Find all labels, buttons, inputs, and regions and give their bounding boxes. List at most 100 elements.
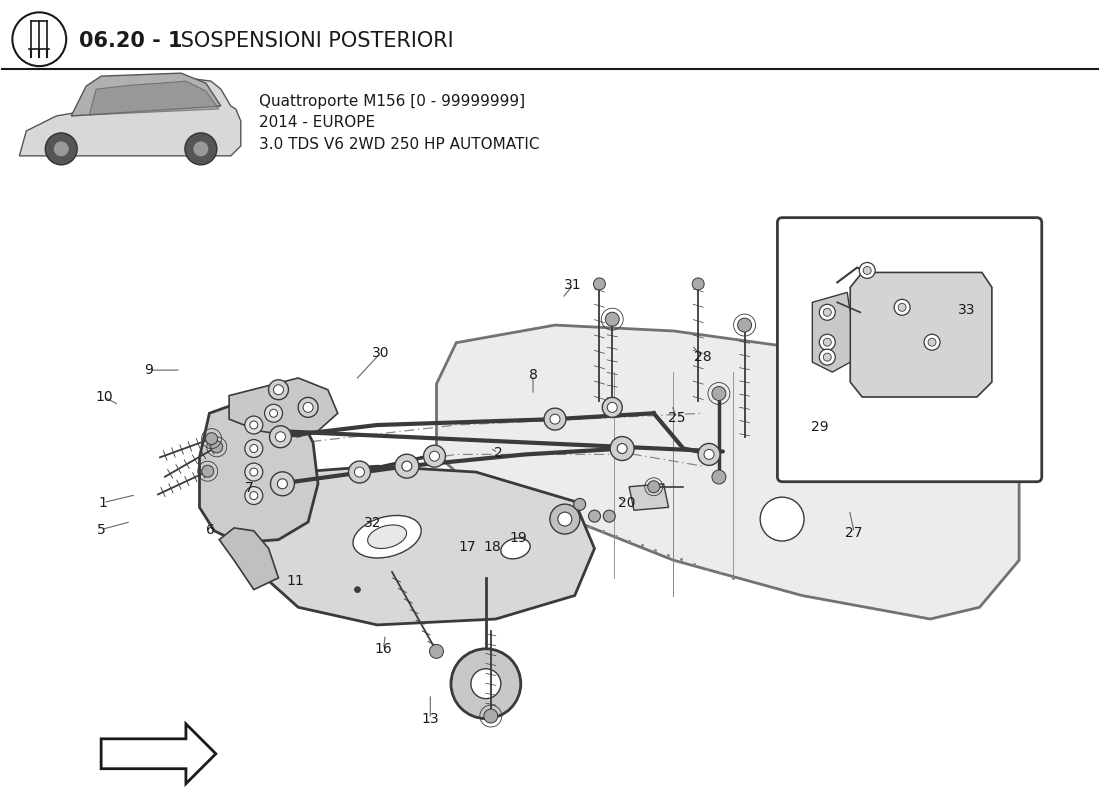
Circle shape (607, 402, 617, 412)
Polygon shape (437, 325, 1019, 619)
Circle shape (859, 262, 876, 278)
Circle shape (471, 669, 501, 698)
Circle shape (712, 386, 726, 401)
Circle shape (206, 433, 218, 445)
Circle shape (610, 437, 634, 461)
Circle shape (265, 404, 283, 422)
Circle shape (185, 133, 217, 165)
Text: 19: 19 (509, 530, 527, 545)
Circle shape (928, 338, 936, 346)
Polygon shape (229, 466, 594, 625)
Circle shape (864, 266, 871, 274)
Circle shape (429, 644, 443, 658)
Circle shape (760, 497, 804, 541)
Circle shape (250, 445, 257, 453)
Text: 1: 1 (99, 496, 108, 510)
Polygon shape (101, 724, 216, 784)
Ellipse shape (500, 538, 530, 559)
FancyBboxPatch shape (778, 218, 1042, 482)
Circle shape (898, 303, 906, 311)
Text: 10: 10 (96, 390, 113, 404)
Circle shape (593, 278, 605, 290)
Text: 18: 18 (483, 541, 500, 554)
Circle shape (298, 398, 318, 418)
Text: 16: 16 (374, 642, 393, 656)
Text: 11: 11 (287, 574, 305, 588)
Text: 9: 9 (144, 363, 154, 377)
Circle shape (544, 408, 566, 430)
Circle shape (192, 141, 209, 157)
Circle shape (820, 304, 835, 320)
Circle shape (53, 141, 69, 157)
Text: 30: 30 (372, 346, 389, 360)
Circle shape (274, 385, 284, 394)
Polygon shape (199, 396, 318, 542)
Polygon shape (20, 79, 241, 156)
Circle shape (429, 451, 440, 461)
Text: 17: 17 (459, 541, 476, 554)
Circle shape (451, 649, 520, 718)
Circle shape (250, 421, 257, 429)
Circle shape (245, 439, 263, 458)
Ellipse shape (353, 515, 421, 558)
Circle shape (692, 278, 704, 290)
Text: 31: 31 (564, 278, 582, 292)
Text: 32: 32 (364, 515, 382, 530)
Text: 27: 27 (846, 526, 864, 539)
Circle shape (823, 353, 832, 361)
Polygon shape (629, 484, 669, 510)
Circle shape (712, 470, 726, 484)
Circle shape (424, 446, 446, 467)
Text: 20: 20 (618, 496, 636, 510)
Circle shape (354, 467, 364, 477)
Text: SOSPENSIONI POSTERIORI: SOSPENSIONI POSTERIORI (174, 31, 453, 51)
Circle shape (395, 454, 419, 478)
Circle shape (820, 349, 835, 365)
Circle shape (275, 432, 285, 442)
Circle shape (823, 308, 832, 316)
Circle shape (268, 380, 288, 400)
Circle shape (250, 468, 257, 476)
Circle shape (550, 414, 560, 424)
Circle shape (588, 510, 601, 522)
Circle shape (45, 133, 77, 165)
Circle shape (550, 504, 580, 534)
Circle shape (354, 586, 361, 593)
Text: Quattroporte M156 [0 - 99999999]: Quattroporte M156 [0 - 99999999] (258, 94, 525, 109)
Polygon shape (89, 81, 219, 115)
Circle shape (823, 338, 832, 346)
Circle shape (245, 416, 263, 434)
Circle shape (270, 410, 277, 418)
Circle shape (270, 426, 292, 448)
Circle shape (277, 479, 287, 489)
Text: 6: 6 (207, 522, 216, 537)
Circle shape (603, 510, 615, 522)
Circle shape (698, 443, 720, 466)
Text: 8: 8 (529, 368, 538, 382)
Circle shape (349, 461, 371, 483)
Text: 06.20 - 1: 06.20 - 1 (79, 31, 183, 51)
Text: 33: 33 (958, 303, 976, 318)
Circle shape (558, 512, 572, 526)
Text: 13: 13 (421, 712, 439, 726)
Circle shape (738, 318, 751, 332)
Circle shape (245, 486, 263, 505)
Polygon shape (229, 378, 338, 437)
Circle shape (245, 463, 263, 481)
Circle shape (924, 334, 940, 350)
Circle shape (271, 472, 295, 496)
Circle shape (820, 334, 835, 350)
Polygon shape (72, 73, 221, 116)
Circle shape (201, 466, 213, 478)
Circle shape (402, 461, 411, 471)
Text: 28: 28 (694, 350, 712, 364)
Polygon shape (219, 528, 278, 590)
Text: 3.0 TDS V6 2WD 250 HP AUTOMATIC: 3.0 TDS V6 2WD 250 HP AUTOMATIC (258, 138, 539, 152)
Polygon shape (850, 273, 992, 397)
Circle shape (250, 491, 257, 499)
Text: 29: 29 (811, 420, 828, 434)
Text: 25: 25 (668, 411, 685, 425)
Circle shape (211, 441, 222, 453)
Text: 5: 5 (97, 522, 106, 537)
Circle shape (304, 402, 313, 412)
